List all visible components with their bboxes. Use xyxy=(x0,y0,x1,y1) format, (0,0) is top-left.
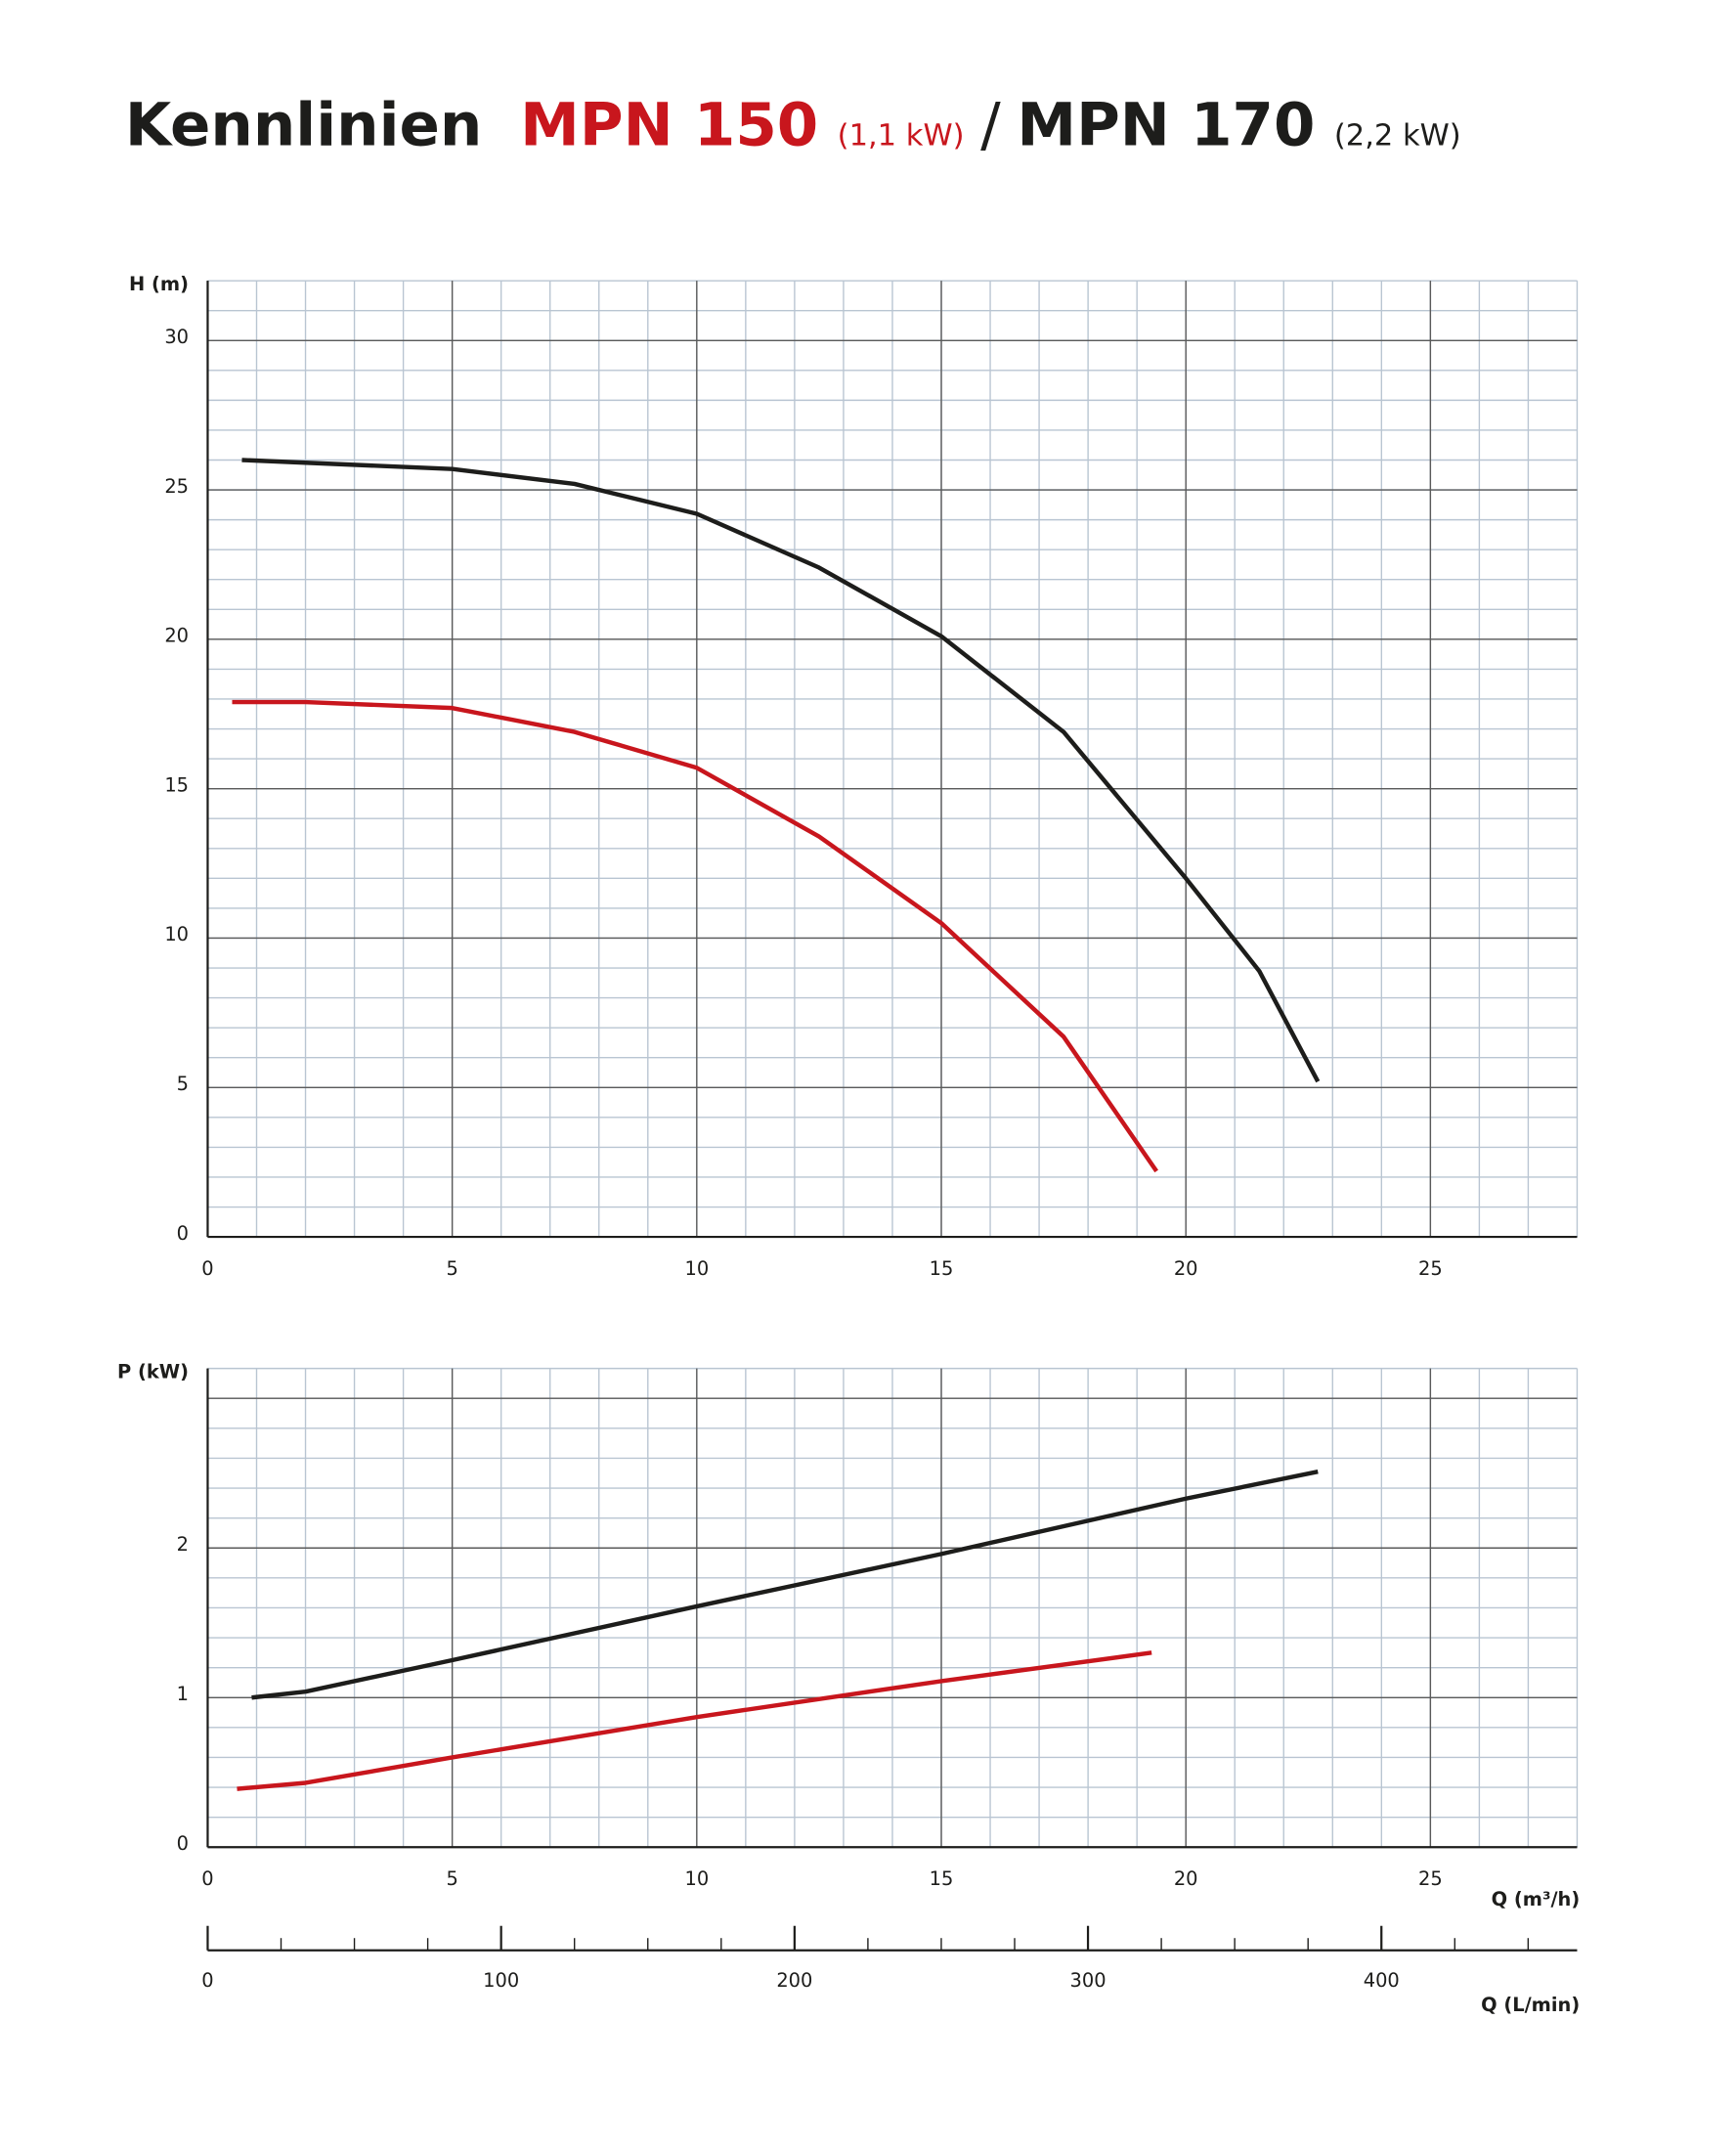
chart-title: Kennlinien MPN 150 (1,1 kW) / MPN 170 (2,2 kW… xyxy=(125,90,1461,159)
y-axis-label: H (m) xyxy=(129,273,189,295)
x-axis-label: Q (L/min) xyxy=(1481,1994,1580,2016)
x-tick-label: 25 xyxy=(1418,1257,1443,1280)
x-tick-label: 10 xyxy=(684,1867,709,1890)
y-tick-label: 10 xyxy=(164,923,189,945)
x-axis-label: Q (m³/h) xyxy=(1492,1888,1581,1910)
x-tick-label: 200 xyxy=(776,1969,812,1992)
x-tick-label: 300 xyxy=(1070,1969,1107,1992)
y-axis-label: P (kW) xyxy=(117,1360,189,1383)
x-tick-label: 5 xyxy=(446,1867,457,1890)
x-tick-label: 20 xyxy=(1174,1257,1198,1280)
y-tick-label: 0 xyxy=(177,1832,189,1855)
series-line xyxy=(241,458,1321,1083)
title-rating: (2,2 kW) xyxy=(1334,118,1461,153)
x-tick-label: 100 xyxy=(483,1969,519,1992)
x-tick-label: 10 xyxy=(684,1257,709,1280)
series-line xyxy=(232,699,1158,1173)
x-tick-label: 15 xyxy=(930,1867,954,1890)
x-tick-label: 0 xyxy=(201,1257,213,1280)
title-rating: (1,1 kW) xyxy=(838,118,965,153)
y-tick-label: 5 xyxy=(177,1073,189,1095)
series-line xyxy=(237,1650,1152,1791)
x-tick-label: 0 xyxy=(201,1867,213,1890)
x-tick-label: 15 xyxy=(930,1257,954,1280)
x-tick-label: 400 xyxy=(1364,1969,1400,1992)
x-tick-label: 20 xyxy=(1174,1867,1198,1890)
y-tick-label: 25 xyxy=(164,475,189,498)
x-tick-label: 5 xyxy=(446,1257,457,1280)
y-tick-label: 0 xyxy=(177,1222,189,1245)
title-main: Kennlinien xyxy=(125,90,482,159)
y-tick-label: 2 xyxy=(177,1533,189,1556)
y-tick-label: 20 xyxy=(164,625,189,647)
series-line xyxy=(251,1470,1319,1700)
title-model: MPN 170 xyxy=(1017,90,1315,159)
y-tick-label: 1 xyxy=(177,1683,189,1705)
y-tick-label: 30 xyxy=(164,326,189,348)
x-tick-label: 25 xyxy=(1418,1867,1443,1890)
y-tick-label: 15 xyxy=(164,773,189,796)
title-model: MPN 150 xyxy=(520,90,818,159)
x-tick-label: 0 xyxy=(201,1969,213,1992)
title-separator: / xyxy=(980,90,1001,159)
